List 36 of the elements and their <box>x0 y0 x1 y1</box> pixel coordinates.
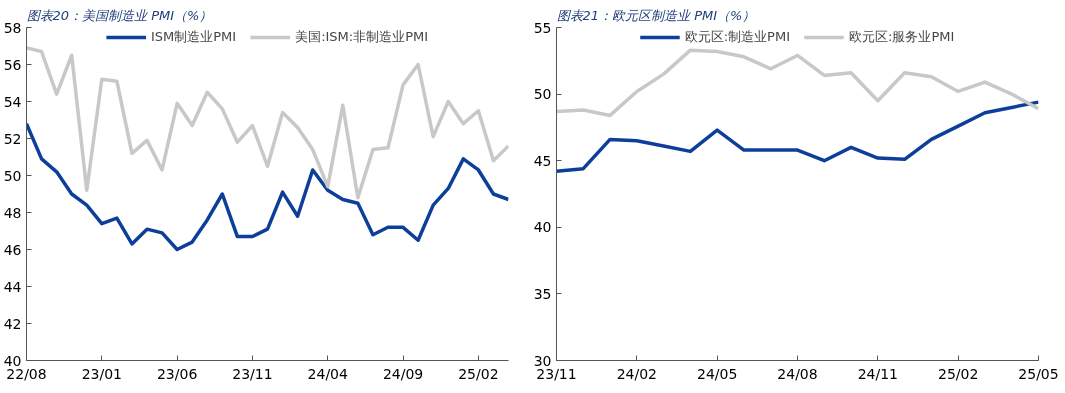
chart-title: 图表20：美国制造业 PMI（%） <box>26 7 213 23</box>
x-tick-label: 25/05 <box>1018 365 1059 382</box>
x-tick-label: 23/06 <box>156 365 198 382</box>
line-series <box>556 100 1039 174</box>
y-tick-label: 55 <box>533 19 552 36</box>
y-tick-label: 50 <box>3 167 22 184</box>
x-tick-label: 25/02 <box>458 365 499 382</box>
y-tick-label: 48 <box>3 204 22 221</box>
line-series <box>26 46 509 200</box>
y-tick-label: 56 <box>3 56 22 73</box>
y-tick-label: 35 <box>533 285 552 302</box>
x-tick-label: 24/02 <box>616 365 658 382</box>
y-tick-label: 52 <box>3 130 22 147</box>
x-tick-label: 24/08 <box>777 365 818 382</box>
legend-label: 欧元区:制造业PMI <box>684 28 790 46</box>
y-tick-label: 50 <box>533 86 552 103</box>
x-tick-label: 23/11 <box>232 365 273 382</box>
x-tick-label: 24/11 <box>857 365 899 382</box>
legend-label: 欧元区:服务业PMI <box>849 28 955 46</box>
x-tick-label: 24/09 <box>382 365 424 382</box>
y-tick-label: 42 <box>3 315 22 332</box>
legend-label: ISM制造业PMI <box>150 28 237 46</box>
x-tick-label: 25/02 <box>937 365 979 382</box>
x-tick-label: 24/05 <box>696 365 738 382</box>
y-tick-label: 58 <box>3 19 22 36</box>
line-series <box>556 48 1039 118</box>
y-tick-label: 54 <box>3 93 22 110</box>
legend-label: 美国:ISM:非制造业PMI <box>295 28 429 46</box>
chart-title: 图表21：欧元区制造业 PMI（%） <box>556 7 756 23</box>
y-tick-label: 40 <box>533 219 552 236</box>
line-series <box>26 121 509 252</box>
x-tick-label: 24/04 <box>307 365 349 382</box>
y-tick-label: 45 <box>533 152 552 169</box>
x-tick-label: 23/01 <box>81 365 122 382</box>
y-tick-label: 44 <box>3 278 22 295</box>
y-tick-label: 46 <box>3 241 22 258</box>
